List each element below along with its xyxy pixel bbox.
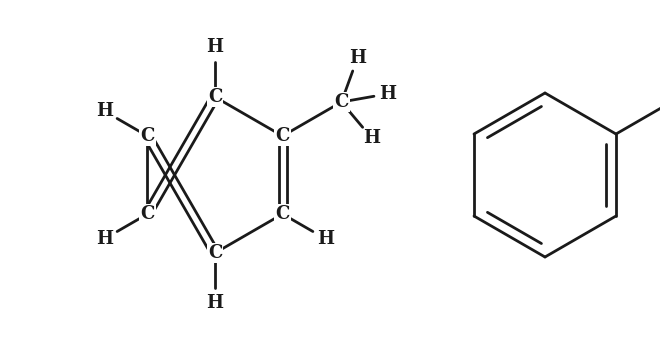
Text: H: H (379, 85, 396, 103)
Text: H: H (207, 38, 224, 56)
Text: H: H (96, 230, 113, 248)
Text: C: C (275, 127, 290, 145)
Text: C: C (275, 205, 290, 223)
Text: H: H (363, 129, 380, 147)
Text: H: H (96, 102, 113, 120)
Text: C: C (334, 93, 348, 111)
Text: C: C (141, 205, 154, 223)
Text: H: H (349, 49, 366, 67)
Text: H: H (207, 294, 224, 312)
Text: C: C (208, 88, 222, 106)
Text: C: C (141, 127, 154, 145)
Text: C: C (208, 244, 222, 262)
Text: H: H (317, 230, 335, 248)
